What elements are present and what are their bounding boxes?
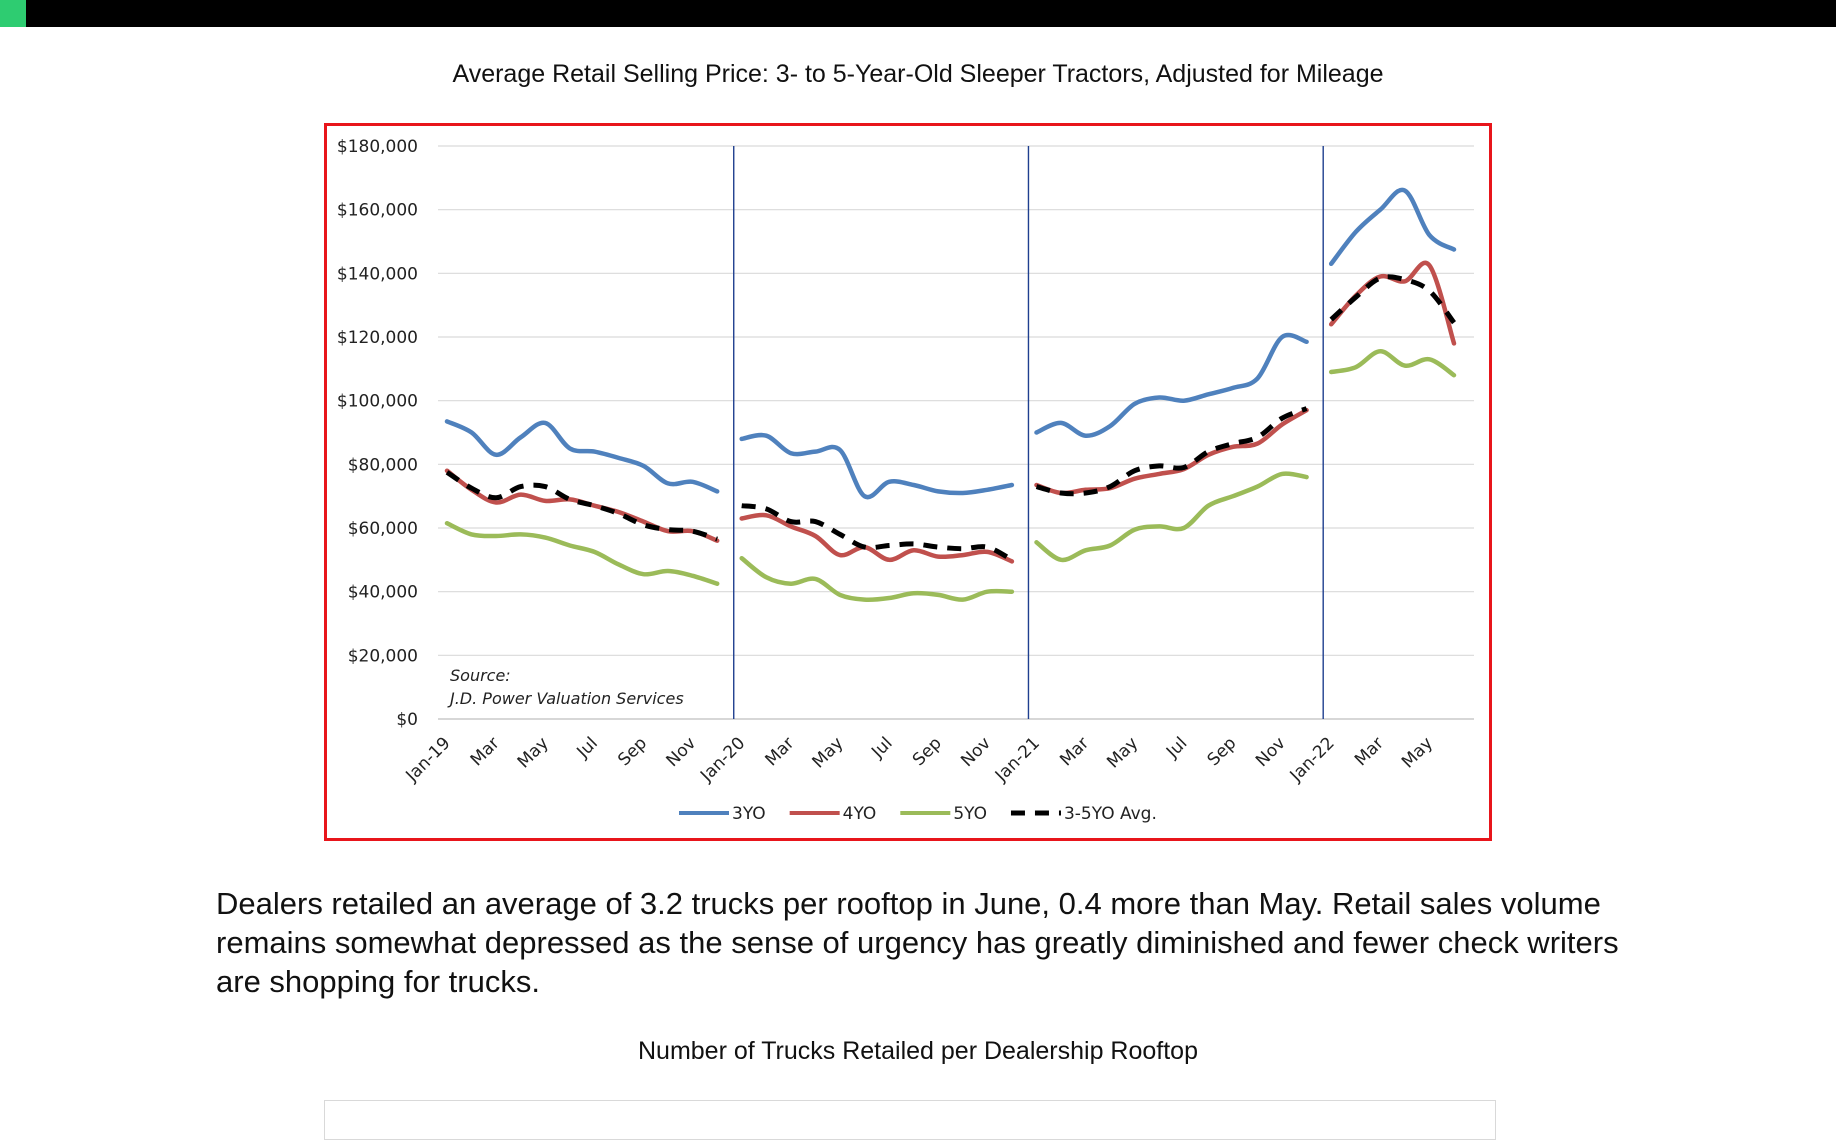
x-tick-label: Nov — [957, 733, 995, 771]
x-tick-label: Mar — [1056, 733, 1093, 770]
x-tick-label: Jan-20 — [696, 733, 749, 786]
series-line-4yo — [1034, 407, 1309, 496]
x-tick-label: May — [514, 733, 553, 772]
y-tick-label: $60,000 — [348, 519, 418, 539]
series-line-3yo — [444, 419, 720, 494]
series-line-3yo — [739, 432, 1015, 500]
legend-label: 4YO — [843, 804, 877, 824]
x-tick-label: Jan-21 — [991, 733, 1044, 786]
series-line-4yo — [739, 512, 1015, 564]
series-line-3yo — [1328, 187, 1457, 267]
series-line-3-5yo-avg — [445, 470, 718, 542]
x-tick-label: Nov — [1252, 733, 1290, 771]
chart2-frame — [324, 1100, 1496, 1140]
legend-label: 3-5YO Avg. — [1064, 804, 1157, 824]
source-annotation: Source: — [450, 666, 511, 685]
y-tick-label: $160,000 — [337, 201, 418, 221]
x-tick-label: Jan-19 — [402, 733, 455, 786]
y-tick-label: $180,000 — [337, 137, 418, 157]
legend-label: 3YO — [732, 804, 766, 824]
y-tick-label: $100,000 — [337, 392, 418, 412]
body-paragraph: Dealers retailed an average of 3.2 truck… — [216, 886, 1619, 999]
chart2-title: Number of Trucks Retailed per Dealership… — [638, 1037, 1198, 1065]
x-tick-label: May — [809, 733, 848, 772]
price-line-chart: $0 $20,000 $40,000 $60,000 $80,000 $100,000 $1… — [337, 137, 1474, 824]
y-tick-label: $40,000 — [348, 583, 418, 603]
y-tick-label: $80,000 — [348, 455, 418, 475]
x-tick-label: Jan-22 — [1286, 733, 1339, 786]
y-tick-label: $120,000 — [337, 328, 418, 348]
x-tick-label: Mar — [762, 733, 799, 770]
series-line-3-5yo-avg — [1329, 274, 1457, 325]
series-line-5yo — [739, 555, 1015, 603]
y-tick-label: $0 — [396, 710, 418, 730]
x-tick-label: Jul — [1162, 733, 1191, 762]
series-line-5yo — [1328, 349, 1457, 378]
series-line-3-5yo-avg — [741, 503, 1014, 563]
source-annotation: J.D. Power Valuation Services — [447, 689, 684, 708]
series-line-5yo — [1034, 471, 1309, 563]
top-bar — [0, 0, 1836, 27]
x-tick-label: Mar — [467, 733, 504, 770]
top-bar-accent — [0, 0, 26, 27]
x-tick-label: Nov — [663, 733, 701, 771]
y-tick-label: $20,000 — [348, 646, 418, 666]
x-tick-label: Sep — [614, 733, 651, 770]
series-line-5yo — [444, 520, 720, 586]
x-tick-label: May — [1398, 733, 1437, 772]
x-tick-label: May — [1103, 733, 1142, 772]
x-tick-label: Jul — [573, 733, 602, 762]
chart-title: Average Retail Selling Price: 3- to 5-Ye… — [452, 60, 1384, 88]
chart-frame: $0 $20,000 $40,000 $60,000 $80,000 $100,000 $1… — [324, 123, 1492, 841]
legend-label: 5YO — [953, 804, 987, 824]
x-tick-label: Mar — [1351, 733, 1388, 770]
y-tick-label: $140,000 — [337, 264, 418, 284]
series-line-3yo — [1034, 332, 1309, 438]
x-tick-label: Jul — [867, 733, 896, 762]
x-tick-label: Sep — [1204, 733, 1241, 770]
x-tick-label: Sep — [909, 733, 946, 770]
